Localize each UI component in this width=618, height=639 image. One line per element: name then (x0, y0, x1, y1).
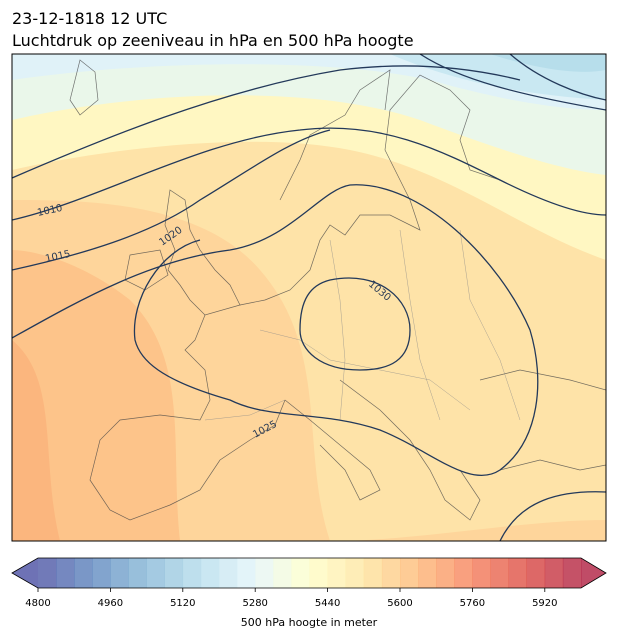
colorbar-tick-label: 5600 (387, 598, 412, 609)
map: 1010 1015 1020 1025 1030 (12, 54, 606, 541)
colorbar-segment (164, 558, 184, 588)
coastlines (69, 59, 606, 521)
colorbar-segment (436, 558, 455, 588)
colorbar-segment (544, 558, 564, 588)
colorbar-segment (381, 558, 401, 588)
colorbar-tick-label: 5440 (315, 598, 340, 609)
date: 23-12-1818 12 UTC (12, 9, 167, 28)
colorbar-segment (327, 558, 346, 588)
colorbar-segment (490, 558, 509, 588)
colorbar-segment (200, 558, 220, 588)
colorbar-tick-label: 4800 (25, 598, 50, 609)
colorbar-segment (526, 558, 546, 588)
colorbar-segment (454, 558, 473, 588)
colorbar-segment (345, 558, 365, 588)
isobar-label: 1010 (36, 203, 63, 219)
colorbar-segment (309, 558, 328, 588)
colorbar-segment (146, 558, 165, 588)
colorbar: 4800 4960 5120 5280 5440 5600 5760 5920 (11, 557, 607, 609)
colorbar-segment (291, 558, 310, 588)
colorbar-tick-label: 5920 (532, 598, 557, 609)
colorbar-tick-label: 5280 (242, 598, 267, 609)
title: Luchtdruk op zeeniveau in hPa en 500 hPa… (12, 31, 414, 50)
colorbar-segment (508, 558, 527, 588)
colorbar-segment (92, 558, 111, 588)
map-frame (11, 53, 607, 542)
colorbar-extend-low (12, 558, 38, 588)
colorbar-segment (110, 558, 129, 588)
isobar-label: 1015 (44, 249, 71, 265)
colorbar-tick-label: 5760 (460, 598, 485, 609)
colorbar-segment (56, 558, 75, 588)
colorbar-segment (38, 558, 57, 588)
colorbar-segment (255, 558, 274, 588)
colorbar-segment (182, 558, 202, 588)
colorbar-segment (74, 558, 93, 588)
borders (204, 229, 521, 421)
colorbar-segment (219, 558, 238, 588)
colorbar-segment (400, 558, 419, 588)
colorbar-segment (418, 558, 437, 588)
colorbar-segment (363, 558, 383, 588)
colorbar-segment (237, 558, 256, 588)
colorbar-segment (128, 558, 147, 588)
colorbar-tick-label: 4960 (98, 598, 123, 609)
colorbar-segment (273, 558, 292, 588)
colorbar-tick-label: 5120 (170, 598, 195, 609)
colorbar-label: 500 hPa hoogte in meter (241, 616, 378, 629)
colorbar-segment (562, 558, 582, 588)
colorbar-extend-high (581, 558, 606, 588)
colorbar-segment (472, 558, 491, 588)
isobars (12, 54, 606, 541)
